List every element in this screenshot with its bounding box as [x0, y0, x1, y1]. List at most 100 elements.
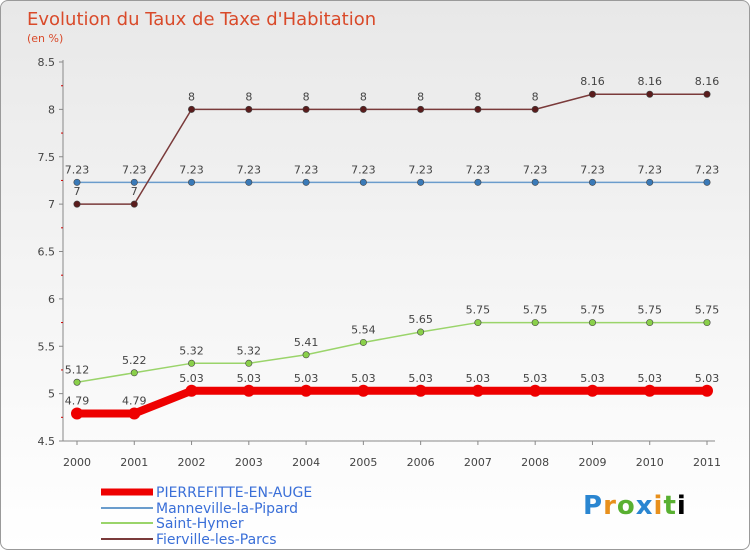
data-label: 5.03: [466, 372, 491, 385]
data-point: [245, 178, 253, 186]
data-point: [586, 384, 599, 397]
data-point: [588, 319, 596, 327]
data-point: [130, 369, 138, 377]
y-tick-label: 4.5: [38, 435, 56, 448]
data-label: 5.03: [351, 372, 376, 385]
y-tick-label: 6.5: [38, 246, 56, 259]
data-label: 7.23: [237, 163, 262, 176]
data-point: [531, 105, 539, 113]
data-label: 5.75: [695, 304, 720, 317]
data-label: 7.23: [523, 163, 548, 176]
data-label: 8.16: [637, 75, 662, 88]
data-point: [71, 407, 83, 420]
x-tick-label: 2004: [292, 456, 320, 469]
data-point: [188, 178, 196, 186]
y-tick-label: 8: [48, 103, 55, 116]
data-label: 4.79: [65, 395, 90, 408]
data-point: [242, 384, 255, 397]
data-label: 5.03: [580, 372, 605, 385]
x-tick-label: 2005: [349, 456, 377, 469]
data-label: 5.22: [122, 354, 147, 367]
data-point: [245, 359, 253, 367]
y-tick-label: 8.5: [38, 56, 56, 69]
chart-title: Evolution du Taux de Taxe d'Habitation: [27, 9, 376, 30]
data-point: [302, 351, 310, 359]
logo-letter: i: [653, 491, 664, 521]
x-tick-label: 2006: [407, 456, 435, 469]
data-point: [359, 178, 367, 186]
data-point: [188, 105, 196, 113]
data-point: [701, 384, 713, 397]
data-label: 8: [417, 90, 424, 103]
x-tick-label: 2008: [521, 456, 549, 469]
data-point: [73, 178, 81, 186]
data-point: [302, 105, 310, 113]
logo-letter: x: [635, 491, 654, 521]
legend-label: Saint-Hymer: [156, 516, 244, 532]
data-point: [703, 178, 711, 186]
y-tick-label: 5: [48, 388, 55, 401]
data-label: 5.65: [408, 313, 433, 326]
x-tick-label: 2001: [120, 456, 148, 469]
x-tick-label: 2003: [235, 456, 263, 469]
data-point: [588, 90, 596, 98]
data-label: 7: [74, 185, 81, 198]
data-label: 5.03: [523, 372, 548, 385]
data-label: 8: [245, 90, 252, 103]
data-point: [130, 200, 138, 208]
data-label: 5.03: [695, 372, 720, 385]
legend-label: PIERREFITTE-EN-AUGE: [156, 485, 312, 501]
data-label: 5.75: [466, 304, 491, 317]
x-tick-label: 2007: [464, 456, 492, 469]
data-point: [471, 384, 484, 397]
data-label: 5.03: [408, 372, 433, 385]
series-line: [77, 386, 707, 418]
y-tick-label: 5.5: [38, 340, 56, 353]
logo-letter: t: [663, 491, 677, 521]
data-point: [185, 384, 198, 397]
data-label: 5.75: [580, 304, 605, 317]
data-point: [703, 319, 711, 327]
logo-letter: r: [603, 491, 617, 521]
data-label: 5.75: [637, 304, 662, 317]
logo-letter: P: [583, 491, 604, 521]
y-tick-label: 7.5: [38, 151, 56, 164]
x-tick-label: 2000: [63, 456, 91, 469]
data-point: [128, 407, 141, 420]
data-label: 5.41: [294, 336, 319, 349]
data-label: 8: [474, 90, 481, 103]
series-layer: [71, 90, 713, 420]
x-tick-label: 2002: [178, 456, 206, 469]
data-label: 8: [188, 90, 195, 103]
data-label: 7.23: [351, 163, 376, 176]
data-label: 8.16: [695, 75, 720, 88]
data-label: 4.79: [122, 395, 147, 408]
data-point: [73, 378, 81, 386]
data-label: 7.23: [179, 163, 204, 176]
data-label: 7.23: [65, 163, 90, 176]
data-label: 8.16: [580, 75, 605, 88]
x-tick-label: 2010: [636, 456, 664, 469]
data-label: 7.23: [408, 163, 433, 176]
data-label: 5.03: [637, 372, 662, 385]
data-label: 7.23: [294, 163, 319, 176]
series-line: [77, 93, 707, 205]
data-point: [588, 178, 596, 186]
data-point: [529, 384, 542, 397]
data-label: 5.03: [179, 372, 204, 385]
data-point: [188, 359, 196, 367]
data-point: [531, 319, 539, 327]
series-line: [76, 321, 707, 383]
data-point: [359, 338, 367, 346]
data-point: [73, 200, 81, 208]
data-point: [531, 178, 539, 186]
proxiti-logo: Proxiti: [583, 491, 687, 521]
data-label: 5.32: [237, 344, 262, 357]
data-label: 7.23: [466, 163, 491, 176]
data-label: 7.23: [580, 163, 605, 176]
data-label: 7: [131, 185, 138, 198]
data-label: 5.03: [294, 372, 319, 385]
data-point: [417, 105, 425, 113]
